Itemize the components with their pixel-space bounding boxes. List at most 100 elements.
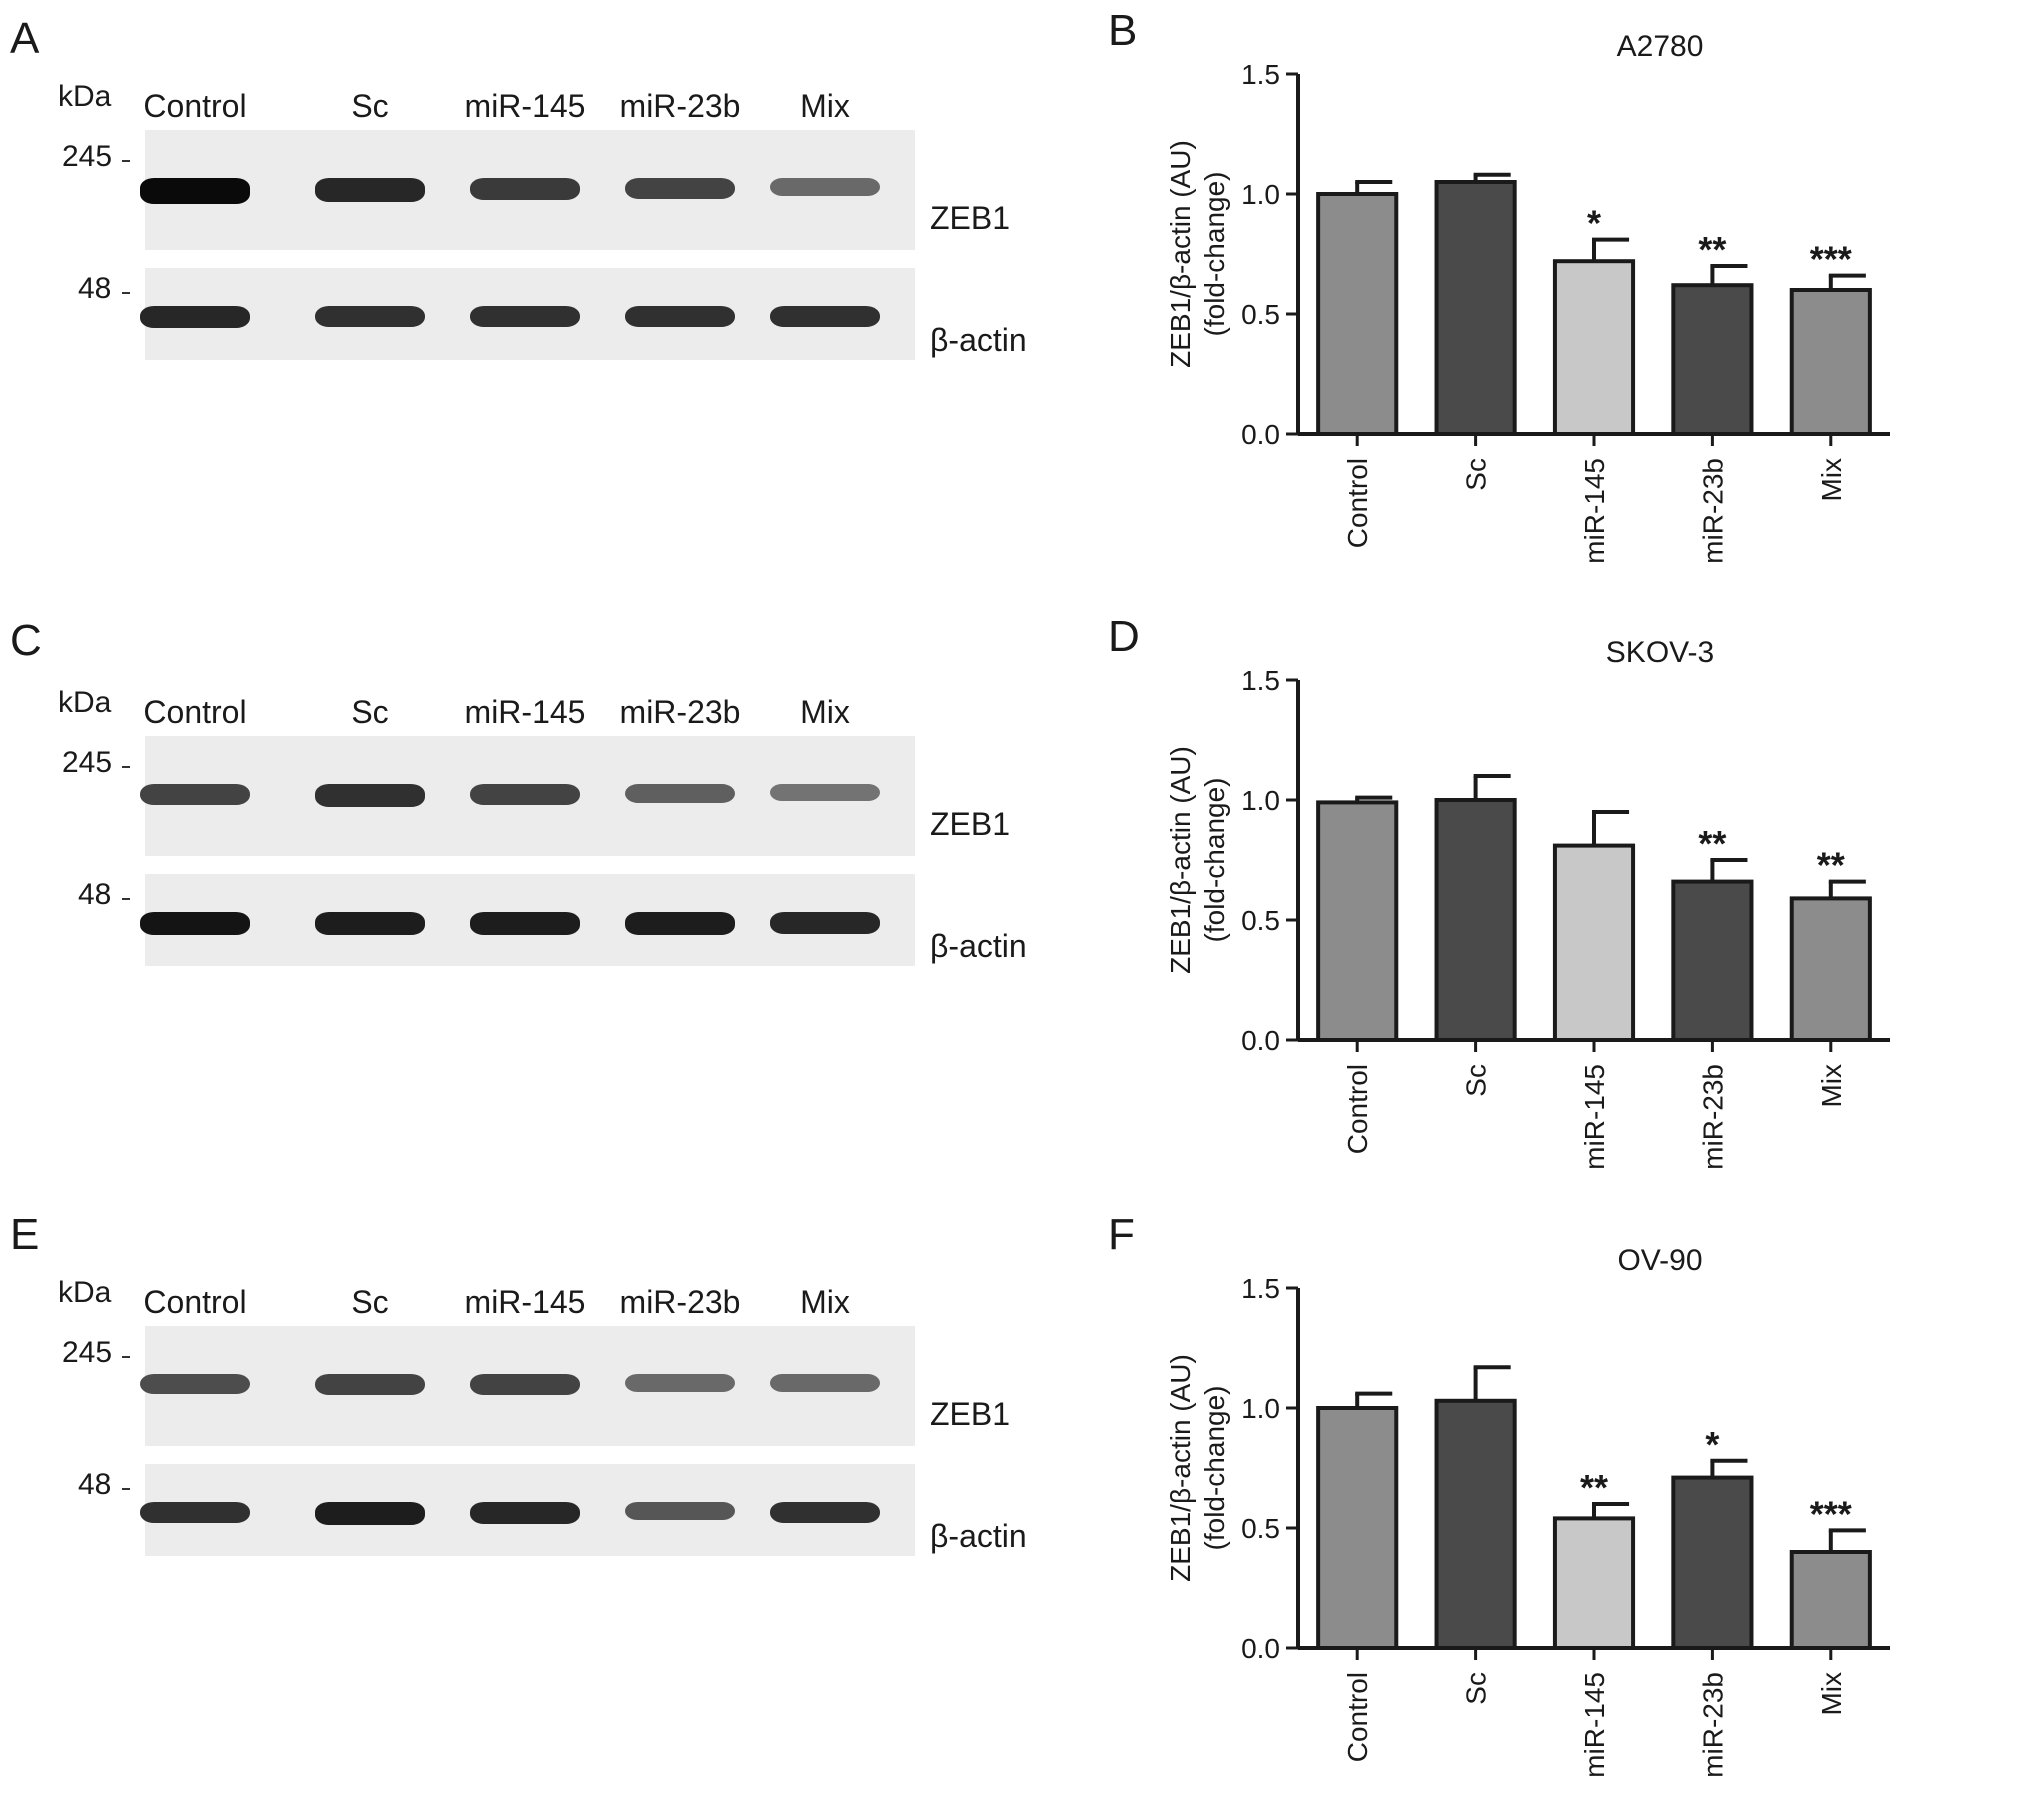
bar: [1671, 283, 1754, 437]
y-axis-label-line: (fold-change): [1199, 778, 1230, 943]
significance-marker: **: [1698, 823, 1726, 864]
y-tick-label: 1.5: [1241, 59, 1280, 90]
actin-band: [140, 912, 250, 936]
bar: [1552, 843, 1636, 1042]
marker-48: 48: [78, 272, 112, 305]
marker-245: 245: [62, 1336, 113, 1369]
y-axis-label: ZEB1/β-actin (AU) (fold-change): [1165, 746, 1230, 974]
x-tick-label: Mix: [1816, 1672, 1847, 1716]
y-tick-label: 1.0: [1241, 179, 1280, 210]
x-tick-label: Sc: [1461, 1064, 1492, 1097]
bar: [1434, 1398, 1517, 1650]
western-blot-skov3: kDa Control Sc miR-145 miR-23b Mix 245 48 ZEB1 β-…: [0, 606, 1080, 1206]
marker-245: 245: [62, 140, 113, 173]
x-tick-label: Sc: [1461, 1672, 1492, 1705]
y-tick-label: 1.0: [1241, 1393, 1280, 1424]
marker-tick: [122, 160, 130, 162]
zeb1-band: [315, 784, 425, 807]
kda-label: kDa: [58, 686, 112, 719]
actin-band: [140, 1502, 250, 1524]
lane-label: Mix: [800, 694, 850, 730]
x-tick-label: Control: [1342, 1064, 1373, 1154]
x-tick-label: Control: [1342, 458, 1373, 548]
marker-tick: [122, 292, 130, 294]
protein-label-zeb1: ZEB1: [930, 1396, 1011, 1432]
lane-label: Control: [143, 1284, 247, 1320]
y-axis-label-line: (fold-change): [1199, 1386, 1230, 1551]
x-tick-label: Mix: [1816, 1064, 1847, 1108]
lane-label: miR-23b: [619, 88, 741, 124]
panel-letter-b: B: [1108, 6, 1138, 55]
panel-letter-c: C: [10, 616, 42, 665]
lane-label: Mix: [800, 88, 850, 124]
significance-marker: **: [1817, 845, 1845, 886]
y-tick-label: 1.5: [1241, 665, 1280, 696]
zeb1-band: [625, 178, 735, 200]
actin-band: [770, 1502, 880, 1524]
x-tick-label: miR-145: [1579, 1064, 1610, 1170]
significance-marker: **: [1698, 229, 1726, 270]
y-tick-label: 1.0: [1241, 785, 1280, 816]
zeb1-band: [315, 178, 425, 202]
zeb1-band: [315, 1374, 425, 1396]
y-tick-label: 0.0: [1241, 419, 1280, 450]
western-blot-a2780: kDa Control Sc miR-145 miR-23b Mix 245 48 ZEB1 β-…: [0, 0, 1080, 600]
zeb1-band: [140, 178, 250, 204]
y-axis-label-line: (fold-change): [1199, 172, 1230, 337]
bar: [1434, 798, 1517, 1042]
protein-label-actin: β-actin: [930, 928, 1027, 964]
chart-title: SKOV-3: [1606, 636, 1714, 669]
bar-chart-ov90: OV-90 ZEB1/β-actin (AU) (fold-change) 0.0 0.…: [1165, 1244, 1890, 1778]
lane-label: Mix: [800, 1284, 850, 1320]
bar: [1789, 1550, 1872, 1650]
western-blot-ov90: kDa Control Sc miR-145 miR-23b Mix 245 48 ZEB1 β-…: [0, 1196, 1080, 1796]
x-tick-label: Sc: [1461, 458, 1492, 491]
significance-marker: *: [1705, 1424, 1719, 1465]
zeb1-band: [770, 1374, 880, 1392]
y-axis-label-line: ZEB1/β-actin (AU): [1165, 140, 1196, 368]
lane-label: Control: [143, 88, 247, 124]
kda-label: kDa: [58, 80, 112, 113]
marker-tick: [122, 898, 130, 900]
x-tick-label: miR-145: [1579, 458, 1610, 564]
marker-tick: [122, 1488, 130, 1490]
bar: [1434, 180, 1517, 436]
actin-band: [315, 1502, 425, 1525]
kda-label: kDa: [58, 1276, 112, 1309]
zeb1-band: [625, 1374, 735, 1392]
y-axis-label-line: ZEB1/β-actin (AU): [1165, 1354, 1196, 1582]
chart-title: A2780: [1617, 30, 1704, 63]
marker-48: 48: [78, 878, 112, 911]
bar: [1671, 879, 1754, 1042]
y-tick-label: 0.0: [1241, 1025, 1280, 1056]
x-tick-label: Mix: [1816, 458, 1847, 502]
zeb1-band: [625, 784, 735, 803]
x-tick-label: miR-23b: [1697, 1672, 1728, 1778]
zeb1-band: [470, 178, 580, 200]
marker-tick: [122, 766, 130, 768]
x-tick-label: miR-145: [1579, 1672, 1610, 1778]
bar-chart-skov3: SKOV-3 ZEB1/β-actin (AU) (fold-change) 0.0 0…: [1165, 636, 1890, 1170]
significance-marker: **: [1580, 1467, 1608, 1508]
actin-band: [470, 306, 580, 328]
bar-chart-a2780: A2780 ZEB1/β-actin (AU) (fold-change) 0.0 0.…: [1165, 30, 1890, 564]
marker-tick: [122, 1356, 130, 1358]
significance-marker: *: [1587, 203, 1601, 244]
actin-band: [770, 306, 880, 328]
y-tick-label: 0.5: [1241, 299, 1280, 330]
y-axis-label: ZEB1/β-actin (AU) (fold-change): [1165, 140, 1230, 368]
y-tick-label: 0.5: [1241, 1513, 1280, 1544]
actin-band: [140, 306, 250, 328]
significance-marker: ***: [1810, 239, 1852, 280]
marker-48: 48: [78, 1468, 112, 1501]
zeb1-band: [770, 178, 880, 196]
zeb1-band: [470, 784, 580, 806]
x-tick-label: miR-23b: [1697, 458, 1728, 564]
significance-marker: ***: [1810, 1493, 1852, 1534]
y-tick-label: 0.0: [1241, 1633, 1280, 1664]
zeb1-band: [140, 784, 250, 806]
panel-letter-f: F: [1108, 1210, 1135, 1259]
protein-label-zeb1: ZEB1: [930, 200, 1011, 236]
marker-245: 245: [62, 746, 113, 779]
bar: [1552, 259, 1636, 437]
